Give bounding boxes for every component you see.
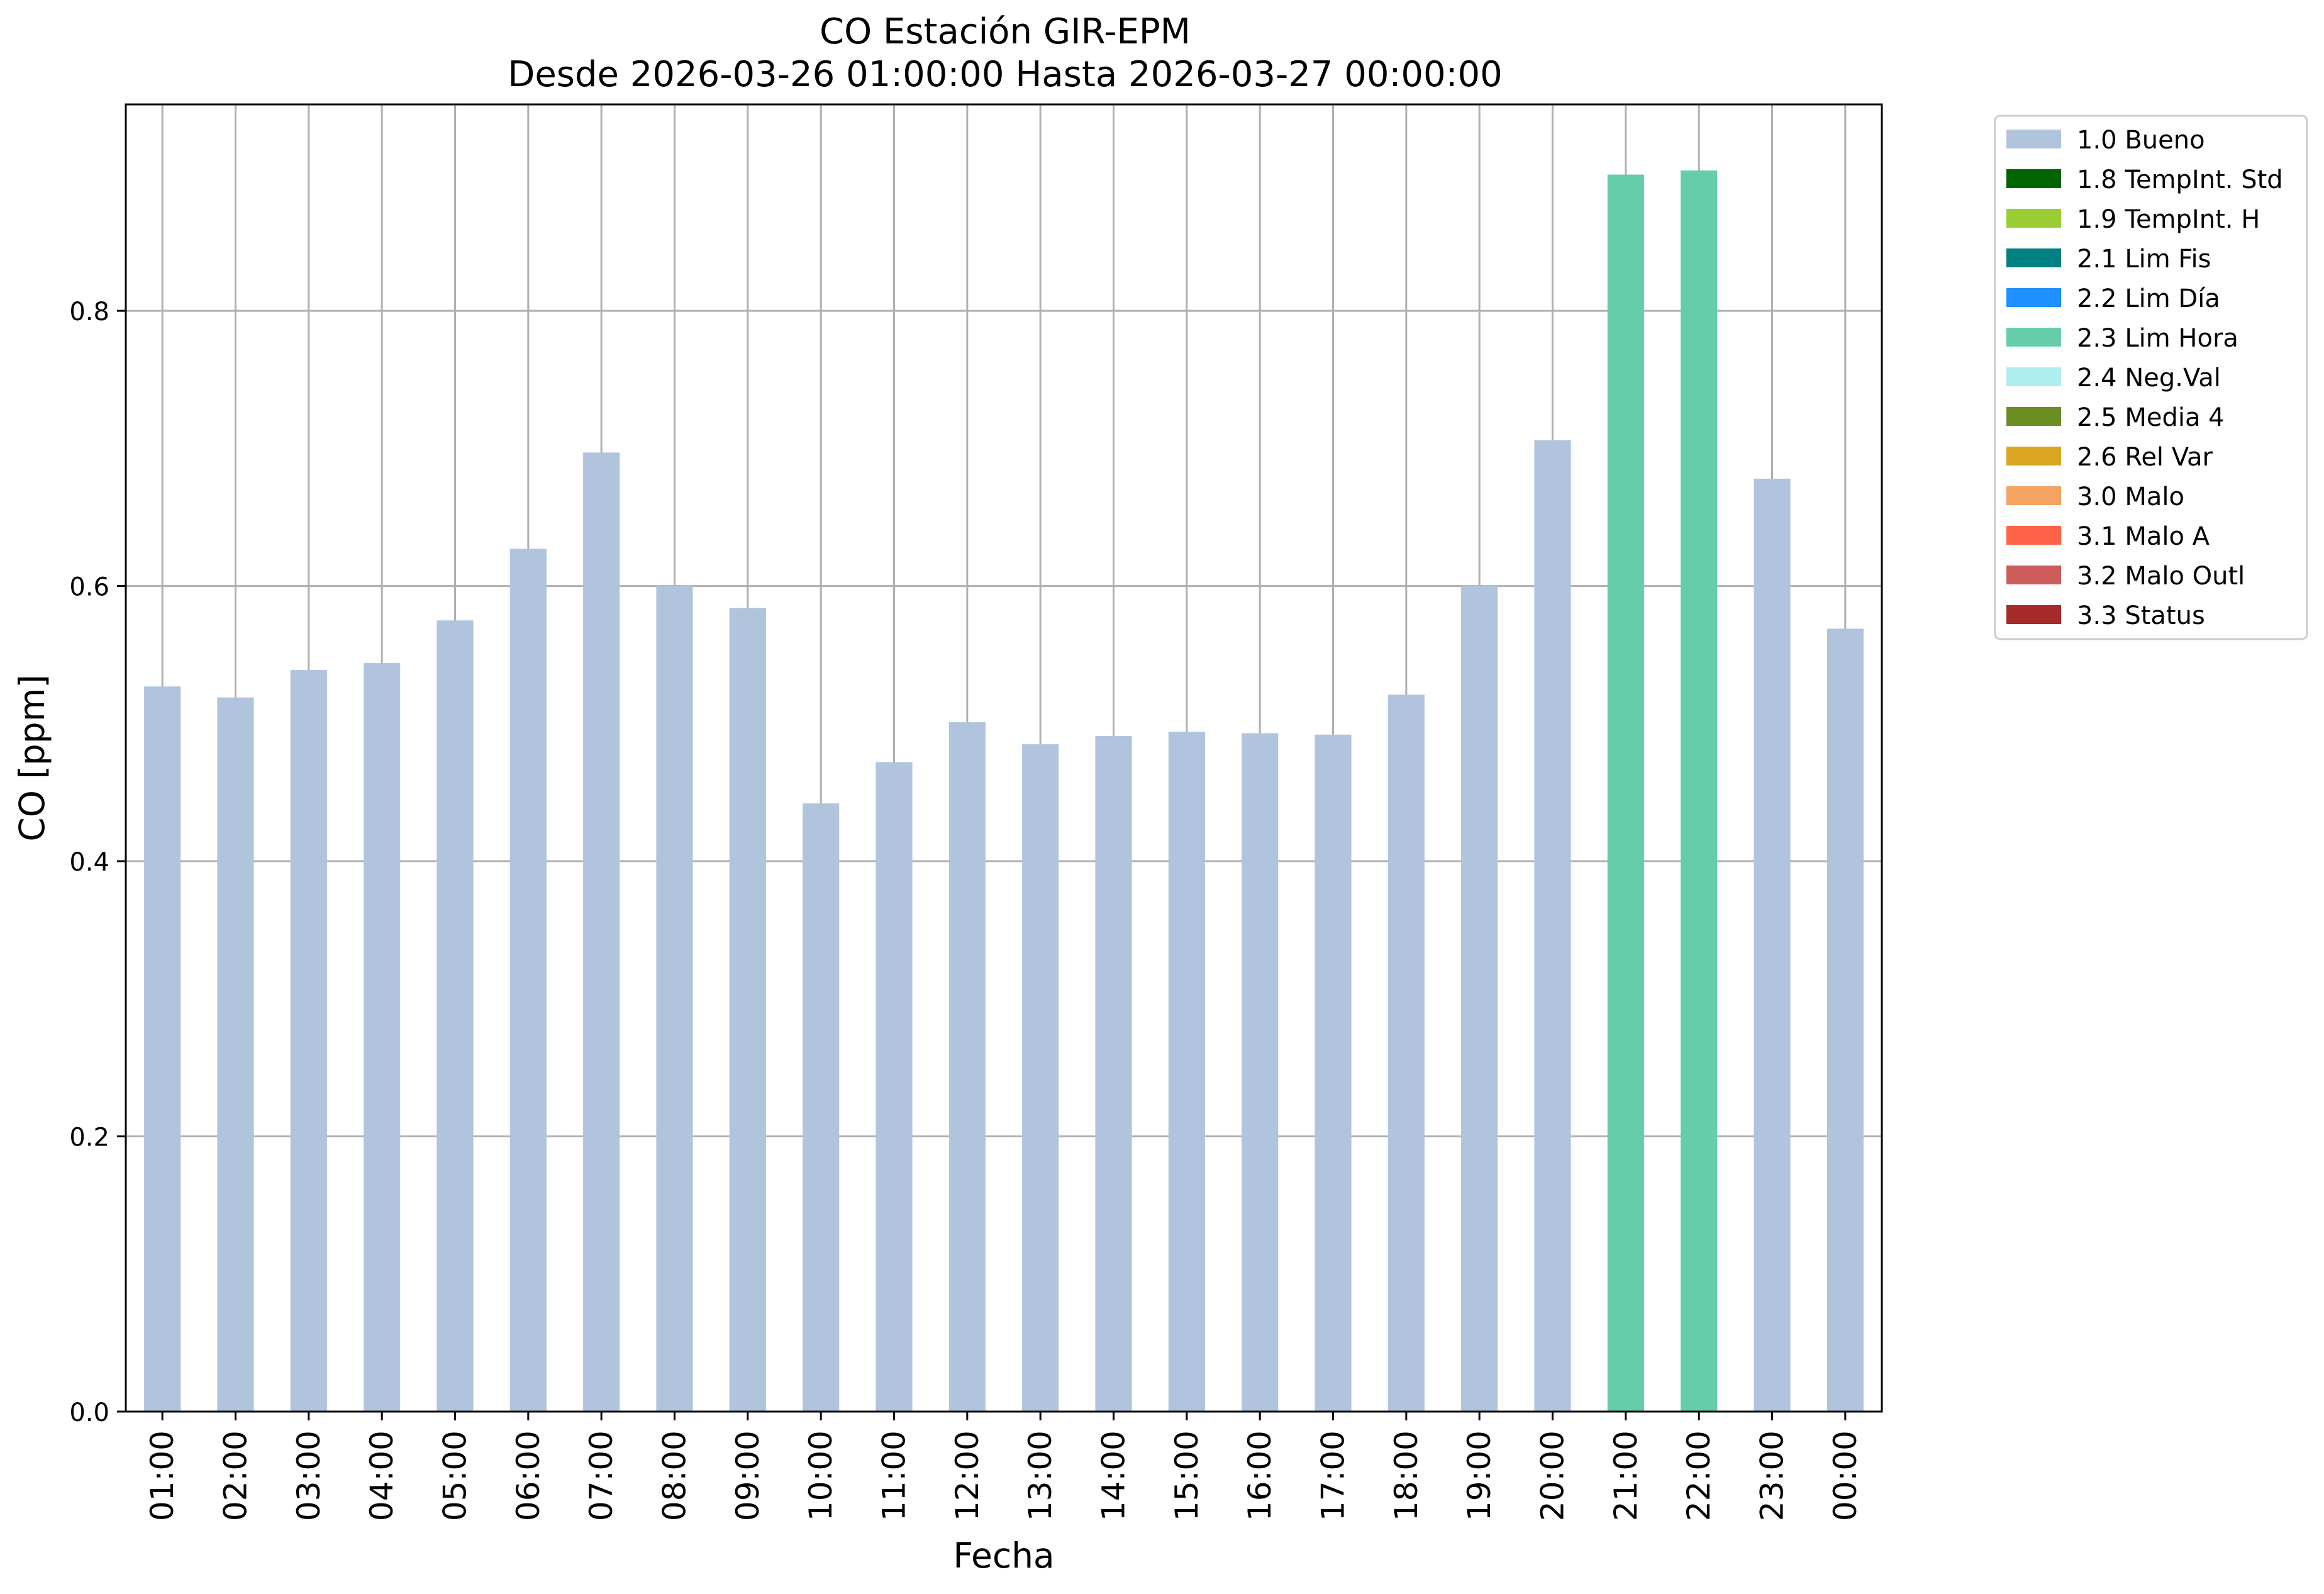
legend-label: 3.3 Status (2077, 601, 2205, 630)
x-tick-label: 17:00 (1315, 1430, 1352, 1521)
bar-1400 (1095, 736, 1132, 1412)
x-tick-label: 12:00 (949, 1430, 986, 1521)
legend-label: 3.0 Malo (2077, 482, 2184, 511)
y-tick-label: 0.2 (69, 1123, 109, 1152)
legend-swatch (2006, 566, 2061, 584)
x-tick-label: 18:00 (1388, 1430, 1425, 1521)
bar-2000 (1534, 440, 1571, 1412)
y-tick-label: 0.8 (69, 298, 109, 326)
legend: 1.0 Bueno 1.8 TempInt. Std 1.9 TempInt. H 2… (1994, 114, 2308, 640)
y-tick-label: 0.6 (69, 573, 109, 602)
bar-1300 (1022, 744, 1059, 1412)
y-axis: 0.0 0.2 0.4 0.6 0.8 (69, 298, 126, 1427)
legend-swatch (2006, 526, 2061, 545)
x-tick-label: 03:00 (291, 1430, 327, 1521)
legend-label: 3.1 Malo A (2077, 522, 2210, 551)
x-axis-label: Fecha (953, 1535, 1054, 1576)
legend-label: 2.2 Lim Día (2077, 284, 2220, 313)
x-tick-label: 13:00 (1022, 1430, 1059, 1521)
legend-label: 3.2 Malo Outl (2077, 562, 2245, 591)
bar-0700 (583, 452, 620, 1412)
legend-label: 1.9 TempInt. H (2077, 205, 2260, 234)
x-tick-label: 15:00 (1169, 1430, 1205, 1521)
bar-0000 (1826, 628, 1864, 1412)
x-tick-label: 01:00 (144, 1430, 181, 1521)
x-tick-label: 02:00 (218, 1430, 254, 1521)
bar-1200 (948, 722, 986, 1412)
chart-subtitle: Desde 2026-03-26 01:00:00 Hasta 2026-03-… (508, 54, 1503, 95)
plot-frame (125, 103, 1883, 1413)
bar-0200 (217, 697, 254, 1412)
x-tick-label: 00:00 (1827, 1430, 1864, 1521)
bar-0500 (436, 620, 474, 1412)
bar-0600 (509, 549, 547, 1412)
legend-swatch (2006, 288, 2061, 307)
legend-swatch (2006, 367, 2061, 386)
bar-1000 (803, 803, 840, 1412)
bar-0800 (656, 586, 693, 1412)
legend-swatch (2006, 169, 2061, 188)
bar-2300 (1754, 478, 1791, 1412)
bar-1600 (1242, 733, 1279, 1412)
x-tick-label: 10:00 (803, 1430, 839, 1521)
x-tick-label: 08:00 (657, 1430, 693, 1521)
legend-label: 1.8 TempInt. Std (2077, 165, 2283, 194)
legend-swatch (2006, 486, 2061, 505)
y-tick-label: 0.4 (69, 848, 109, 877)
bar-0100 (144, 686, 181, 1412)
legend-frame (1994, 114, 2308, 640)
bar-0400 (364, 663, 401, 1412)
x-tick-label: 07:00 (583, 1430, 620, 1521)
x-tick-label: 09:00 (730, 1430, 766, 1521)
bar-0900 (729, 608, 766, 1412)
x-tick-label: 11:00 (876, 1430, 913, 1521)
x-tick-label: 06:00 (510, 1430, 547, 1521)
bars (144, 170, 1864, 1412)
legend-swatch (2006, 447, 2061, 465)
legend-swatch (2006, 209, 2061, 228)
bar-1100 (876, 762, 913, 1412)
bar-2100 (1607, 174, 1644, 1412)
x-tick-label: 23:00 (1754, 1430, 1791, 1521)
x-tick-label: 14:00 (1096, 1430, 1132, 1521)
legend-swatch (2006, 407, 2061, 426)
y-tick-label: 0.0 (69, 1398, 109, 1427)
bar-1800 (1387, 694, 1425, 1412)
x-tick-label: 19:00 (1461, 1430, 1498, 1521)
legend-label: 2.3 Lim Hora (2077, 324, 2238, 353)
bar-2200 (1681, 170, 1718, 1412)
legend-label: 2.4 Neg.Val (2077, 364, 2221, 393)
legend-swatch (2006, 328, 2061, 347)
x-tick-label: 05:00 (437, 1430, 474, 1521)
bar-1700 (1315, 734, 1352, 1412)
y-axis-label: CO [ppm] (12, 674, 52, 842)
legend-swatch (2006, 248, 2061, 267)
legend-label: 2.5 Media 4 (2077, 403, 2225, 432)
legend-swatch (2006, 605, 2061, 624)
chart-title: CO Estación GIR-EPM (820, 11, 1191, 52)
x-axis: 01:00 02:00 03:00 04:00 05:00 06:00 07:00 08:00… (144, 1412, 1864, 1521)
legend-swatch (2006, 130, 2061, 148)
x-tick-label: 04:00 (364, 1430, 400, 1521)
bar-1500 (1168, 732, 1205, 1412)
bar-1900 (1461, 586, 1498, 1412)
legend-label: 2.1 Lim Fis (2077, 245, 2211, 274)
x-tick-label: 20:00 (1535, 1430, 1571, 1521)
x-tick-label: 21:00 (1608, 1430, 1644, 1521)
legend-label: 1.0 Bueno (2077, 126, 2205, 155)
bar-0300 (290, 670, 327, 1412)
x-tick-label: 22:00 (1681, 1430, 1717, 1521)
legend-label: 2.6 Rel Var (2077, 443, 2213, 472)
x-tick-label: 16:00 (1242, 1430, 1278, 1521)
